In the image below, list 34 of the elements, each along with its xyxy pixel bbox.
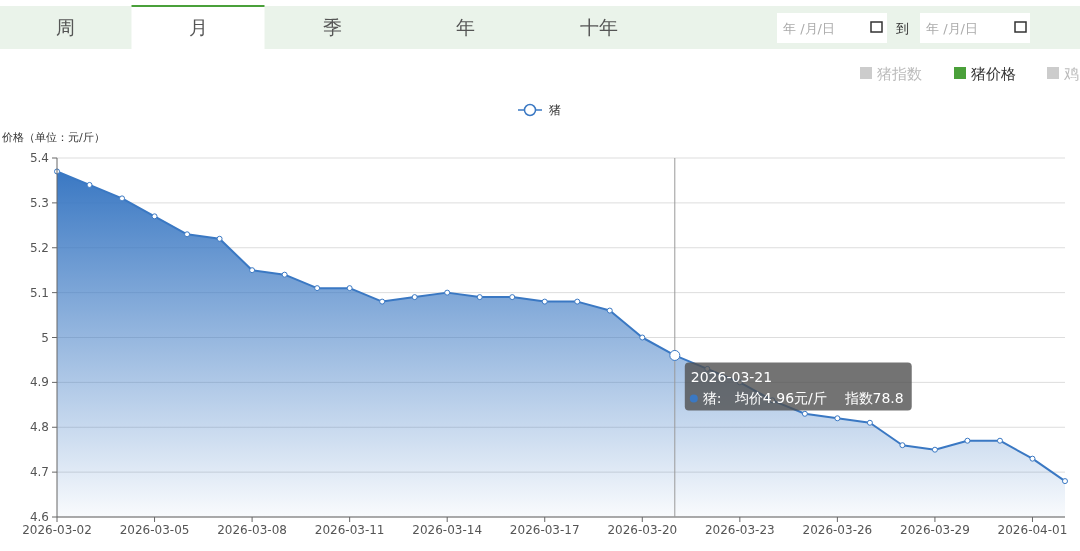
annotation: 2026-03-21 猪: 均价4.96元/斤 指数78.8 xyxy=(690,369,904,407)
text: 到 xyxy=(896,21,909,36)
x-tick-label: 2026-03-26 xyxy=(802,523,873,537)
x-tick-label: 2026-03-20 xyxy=(607,523,678,537)
text: 十年 xyxy=(580,16,618,38)
x-tick-label: 2026-03-29 xyxy=(900,523,970,537)
x-tick-label: 2026-03-17 xyxy=(509,523,580,537)
x-tick-label: 2026-04-01 xyxy=(997,523,1068,537)
x-tick-label: 2026-03-05 xyxy=(119,523,190,537)
x-tick-label: 2026-03-11 xyxy=(314,523,385,537)
text: 鸡 xyxy=(1063,65,1079,83)
y-tick-label: 5.4 xyxy=(29,151,49,165)
text: 月 xyxy=(189,16,208,38)
y-tick-label: 4.8 xyxy=(29,420,49,435)
y-tick-label: 5.2 xyxy=(29,240,49,255)
x-tick-label: 2026-03-23 xyxy=(704,523,775,537)
text: 猪价格 xyxy=(971,65,1016,83)
text: 猪指数 xyxy=(877,65,922,83)
text: 年 /月/日 xyxy=(926,21,978,36)
y-tick-label: 5.1 xyxy=(29,285,49,300)
x-tick-label: 2026-03-02 xyxy=(22,523,92,537)
y-tick-label: 5 xyxy=(41,330,49,345)
y-axis-title: 价格（单位：元/斤） xyxy=(1,131,105,144)
x-tick-label: 2026-03-14 xyxy=(412,523,483,537)
x-tick-label: 2026-03-08 xyxy=(217,523,287,537)
y-tick-label: 5.3 xyxy=(29,195,49,210)
text: 年 /月/日 xyxy=(783,21,835,36)
text: 季 xyxy=(322,16,342,38)
text: 周 xyxy=(55,16,75,38)
legend-label: 猪 xyxy=(549,103,561,117)
text: 年 xyxy=(456,16,475,38)
y-tick-label: 4.7 xyxy=(29,465,49,480)
y-tick-label: 4.6 xyxy=(29,510,49,524)
y-tick-label: 4.9 xyxy=(29,375,49,390)
